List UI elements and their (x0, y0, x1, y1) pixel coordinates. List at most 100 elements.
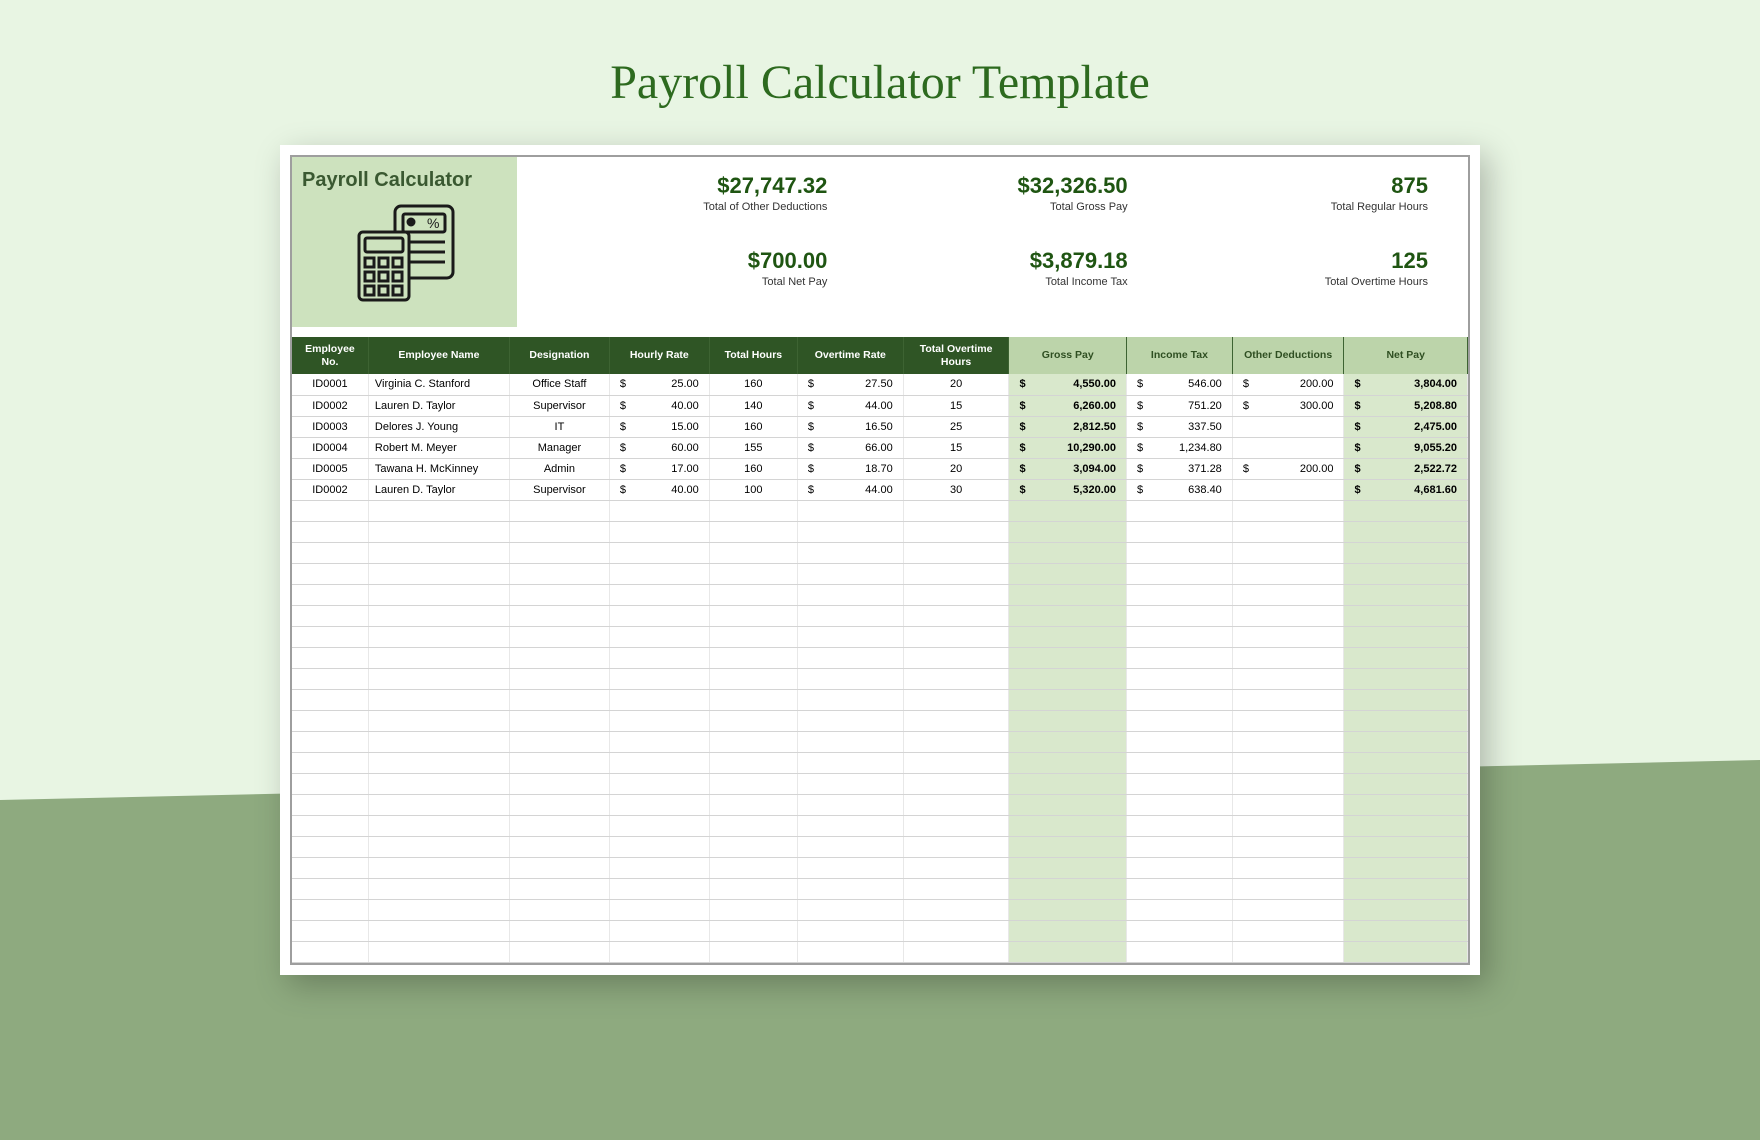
empty-cell (609, 605, 709, 626)
empty-cell (509, 899, 609, 920)
empty-cell (1009, 563, 1127, 584)
stat-gross-pay: $32,326.50 Total Gross Pay (837, 169, 1137, 244)
col-designation: Designation (509, 337, 609, 374)
money-cell: $337.50 (1127, 416, 1233, 437)
col-employee-no: Employee No. (292, 337, 368, 374)
empty-cell (709, 836, 797, 857)
empty-cell (609, 710, 709, 731)
stat-label: Total Gross Pay (847, 201, 1127, 213)
empty-cell (509, 878, 609, 899)
money-cell: $60.00 (609, 437, 709, 458)
empty-cell (368, 605, 509, 626)
empty-cell (1344, 836, 1468, 857)
empty-cell (1232, 752, 1344, 773)
money-cell: $751.20 (1127, 395, 1233, 416)
money-cell: $44.00 (797, 479, 903, 500)
cell: 20 (903, 374, 1009, 395)
table-row-empty (292, 689, 1468, 710)
empty-cell (797, 857, 903, 878)
empty-cell (609, 731, 709, 752)
empty-cell (1232, 563, 1344, 584)
stat-value: $27,747.32 (547, 173, 827, 199)
table-row-empty (292, 647, 1468, 668)
empty-cell (292, 647, 368, 668)
empty-cell (1127, 878, 1233, 899)
empty-cell (292, 836, 368, 857)
empty-cell (709, 815, 797, 836)
spreadsheet-frame: Payroll Calculator % (280, 145, 1480, 975)
empty-cell (1344, 731, 1468, 752)
cell: ID0005 (292, 458, 368, 479)
empty-cell (609, 584, 709, 605)
table-row: ID0003Delores J. YoungIT$15.00160$16.502… (292, 416, 1468, 437)
empty-cell (609, 878, 709, 899)
empty-cell (509, 794, 609, 815)
empty-cell (1232, 836, 1344, 857)
empty-cell (368, 794, 509, 815)
empty-cell (509, 521, 609, 542)
table-row-empty (292, 668, 1468, 689)
empty-cell (292, 878, 368, 899)
empty-cell (609, 773, 709, 794)
empty-cell (797, 941, 903, 962)
cell: 155 (709, 437, 797, 458)
empty-cell (509, 941, 609, 962)
empty-cell (368, 815, 509, 836)
table-row-empty (292, 521, 1468, 542)
empty-cell (1009, 941, 1127, 962)
col-other-deductions: Other Deductions (1232, 337, 1344, 374)
empty-cell (368, 500, 509, 521)
empty-cell (1127, 500, 1233, 521)
empty-cell (509, 668, 609, 689)
empty-cell (709, 857, 797, 878)
table-row-empty (292, 794, 1468, 815)
empty-cell (292, 794, 368, 815)
empty-cell (1232, 542, 1344, 563)
money-cell: $27.50 (797, 374, 903, 395)
empty-cell (1009, 626, 1127, 647)
empty-cell (509, 542, 609, 563)
empty-cell (1344, 920, 1468, 941)
cell: Tawana H. McKinney (368, 458, 509, 479)
cell: ID0002 (292, 395, 368, 416)
cell: ID0003 (292, 416, 368, 437)
empty-cell (1009, 605, 1127, 626)
empty-cell (903, 647, 1009, 668)
table-row: ID0002Lauren D. TaylorSupervisor$40.0014… (292, 395, 1468, 416)
empty-cell (609, 647, 709, 668)
table-row: ID0002Lauren D. TaylorSupervisor$40.0010… (292, 479, 1468, 500)
empty-cell (797, 794, 903, 815)
money-cell: $200.00 (1232, 458, 1344, 479)
empty-cell (1009, 710, 1127, 731)
empty-cell (797, 689, 903, 710)
empty-cell (609, 626, 709, 647)
empty-cell (292, 710, 368, 731)
empty-cell (368, 563, 509, 584)
empty-cell (509, 857, 609, 878)
col-gross-pay: Gross Pay (1009, 337, 1127, 374)
empty-cell (709, 647, 797, 668)
empty-cell (797, 878, 903, 899)
empty-cell (368, 584, 509, 605)
empty-cell (368, 689, 509, 710)
empty-cell (368, 647, 509, 668)
money-cell: $17.00 (609, 458, 709, 479)
money-cell: $10,290.00 (1009, 437, 1127, 458)
table-row-empty (292, 857, 1468, 878)
empty-cell (509, 626, 609, 647)
empty-cell (709, 521, 797, 542)
empty-cell (903, 626, 1009, 647)
empty-cell (1344, 584, 1468, 605)
stat-label: Total of Other Deductions (547, 201, 827, 213)
empty-cell (797, 626, 903, 647)
empty-cell (1127, 815, 1233, 836)
empty-cell (609, 668, 709, 689)
empty-cell (1127, 836, 1233, 857)
money-cell: $18.70 (797, 458, 903, 479)
empty-cell (903, 878, 1009, 899)
empty-cell (509, 689, 609, 710)
empty-cell (1344, 710, 1468, 731)
cell: 160 (709, 416, 797, 437)
empty-cell (509, 815, 609, 836)
empty-cell (292, 668, 368, 689)
